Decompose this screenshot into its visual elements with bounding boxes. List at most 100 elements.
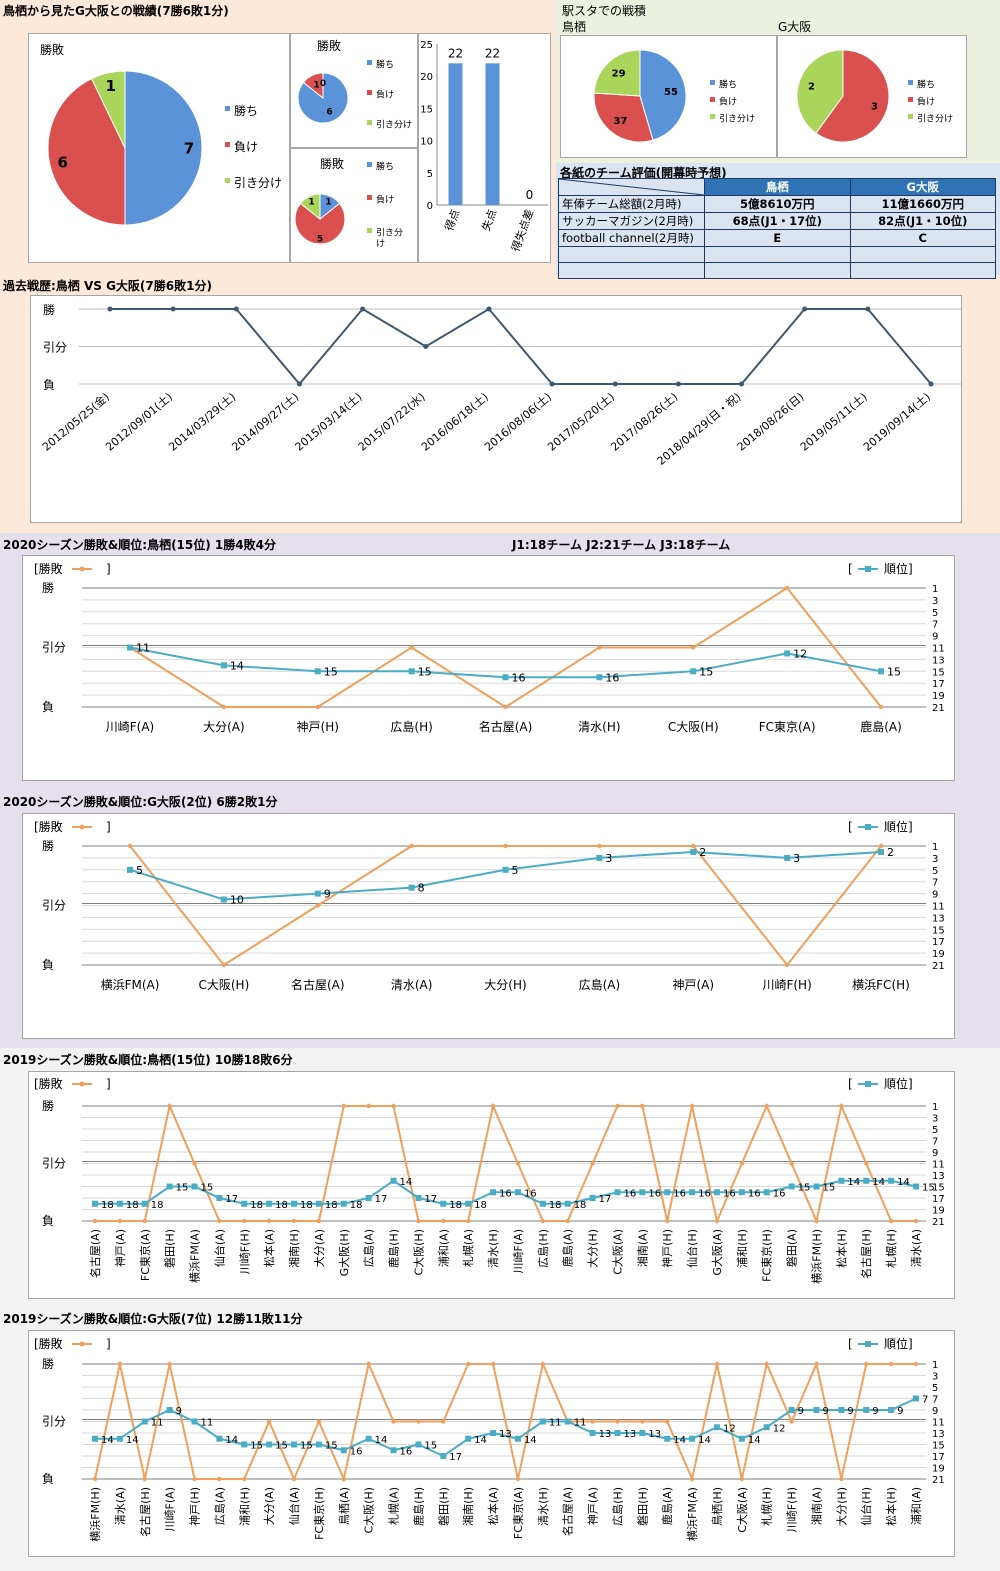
rank-data-label: 14 [230,659,244,672]
result-point [640,1419,645,1424]
pie-slice [124,70,203,226]
season-result-axis-label: 引分 [42,641,66,655]
rank-point [465,1435,472,1442]
season-x-tick: 広島(A) [212,1487,226,1525]
rank-data-label: 15 [887,665,901,678]
rank-data-label: 15 [201,1183,214,1194]
rank-data-label: 15 [922,1183,935,1194]
rank-data-label: 13 [499,1429,512,1440]
legend-swatch [367,195,372,200]
result-point [315,903,320,908]
result-point [864,1361,869,1367]
rank-data-label: 15 [300,1441,313,1452]
history-point [549,381,555,387]
legend-label: 引き分け [917,114,953,125]
legend-label: 負け [719,96,737,108]
rank-data-label: 3 [605,852,612,865]
result-point [503,704,508,710]
season-x-tick: 札幌(H) [884,1229,898,1268]
legend-swatch [225,178,230,183]
rank-data-label: 9 [822,1406,828,1417]
rank-data-label: 10 [230,894,244,907]
season-x-tick: 名古屋(A) [88,1229,102,1278]
rank-data-label: 11 [151,1418,164,1429]
rank-point [664,1189,671,1196]
pie-data-label: 0 [320,79,326,89]
season-x-tick: G大阪(A) [710,1229,724,1276]
season-x-tick: 神戸(A) [113,1229,127,1267]
rank-point [539,1418,546,1425]
rank-data-label: 14 [673,1435,686,1446]
history-x-tick: 2019/09/14(土) [861,390,933,453]
rank-data-label: 17 [225,1194,238,1205]
season-x-tick: 大分(H) [834,1487,848,1526]
legend-label: 勝ち [376,59,394,71]
history-x-tick: 2014/03/29(土) [166,390,238,453]
rank-line [129,850,882,901]
rank-data-label: 14 [101,1435,114,1446]
season-rank-tick: 1 [932,1102,938,1113]
history-x-tick: 2015/03/14(土) [293,390,365,453]
history-x-tick: 2015/07/22(水) [356,390,428,453]
evaluation-row-label: football channel(2月時) [558,229,705,247]
season-rank-tick: 21 [932,961,945,972]
season-rank-tick: 5 [932,1125,938,1136]
rank-point [340,1200,347,1207]
rank-data-label: 17 [599,1194,612,1205]
season-rank-tick: 7 [932,620,938,631]
rank-data-label: 16 [773,1188,786,1199]
history-y-label: 引分 [43,341,67,355]
season-result-axis-label: 勝 [42,1098,54,1113]
rank-point [315,1441,322,1448]
season-x-tick: 横浜FM(A) [685,1487,699,1541]
rank-point [878,668,884,675]
pie-data-label: 6 [57,153,67,171]
legend-label: 勝ち [719,79,737,91]
rank-data-label: 14 [897,1177,910,1188]
season-rank-tick: 7 [932,878,938,889]
season-x-tick: 広島(A) [362,1229,376,1267]
season-x-tick: C大阪(H) [668,720,719,734]
pie-data-label: 1 [106,77,116,95]
rank-point [689,1435,696,1442]
result-point [242,1218,247,1224]
rank-point [216,1195,223,1201]
rank-legend-label: 順位] [884,819,913,834]
rank-point [440,1200,447,1207]
season-rank-tick: 3 [932,1372,938,1383]
rank-legend-label: [ [848,820,853,834]
pie-slice [593,49,641,97]
legend-label: 勝ち [376,161,394,173]
rank-data-label: 18 [250,1200,263,1211]
result-point [540,1361,546,1367]
result-legend-label: ] [106,1077,111,1091]
history-x-tick: 2016/08/06(土) [482,390,554,453]
result-point [691,645,696,650]
season-x-tick: 札幌(A) [461,1229,475,1267]
legend-swatch [710,80,715,85]
result-point [691,843,696,849]
season-x-tick: C大阪(A) [610,1229,624,1275]
rank-data-label: 17 [375,1194,388,1205]
rank-point [166,1407,173,1413]
season-x-tick: 松本(H) [834,1229,848,1268]
season2020-tosu-panel [22,555,955,781]
bar-y-tick: 5 [427,169,433,180]
bar-x-tick: 得失点差 [508,207,536,253]
history-y-label: 勝 [43,302,55,317]
season-x-tick: 清水(H) [537,1487,550,1526]
rank-data-label: 9 [872,1406,878,1417]
season-rank-tick: 1 [932,842,938,853]
rank-point [713,1189,720,1196]
season-x-tick: 湘南(H) [461,1487,475,1526]
history-point [107,306,113,312]
rank-point [241,1200,248,1207]
history-x-tick: 2019/05/11(土) [798,390,870,453]
legend-swatch [710,114,715,119]
rank-data-label: 2 [887,846,894,859]
season-result-axis-label: 勝 [42,1356,54,1371]
legend-label: 負け [917,96,935,108]
rank-point [763,1189,770,1196]
rank-data-label: 15 [250,1441,263,1452]
pie-data-label: 7 [184,139,194,157]
